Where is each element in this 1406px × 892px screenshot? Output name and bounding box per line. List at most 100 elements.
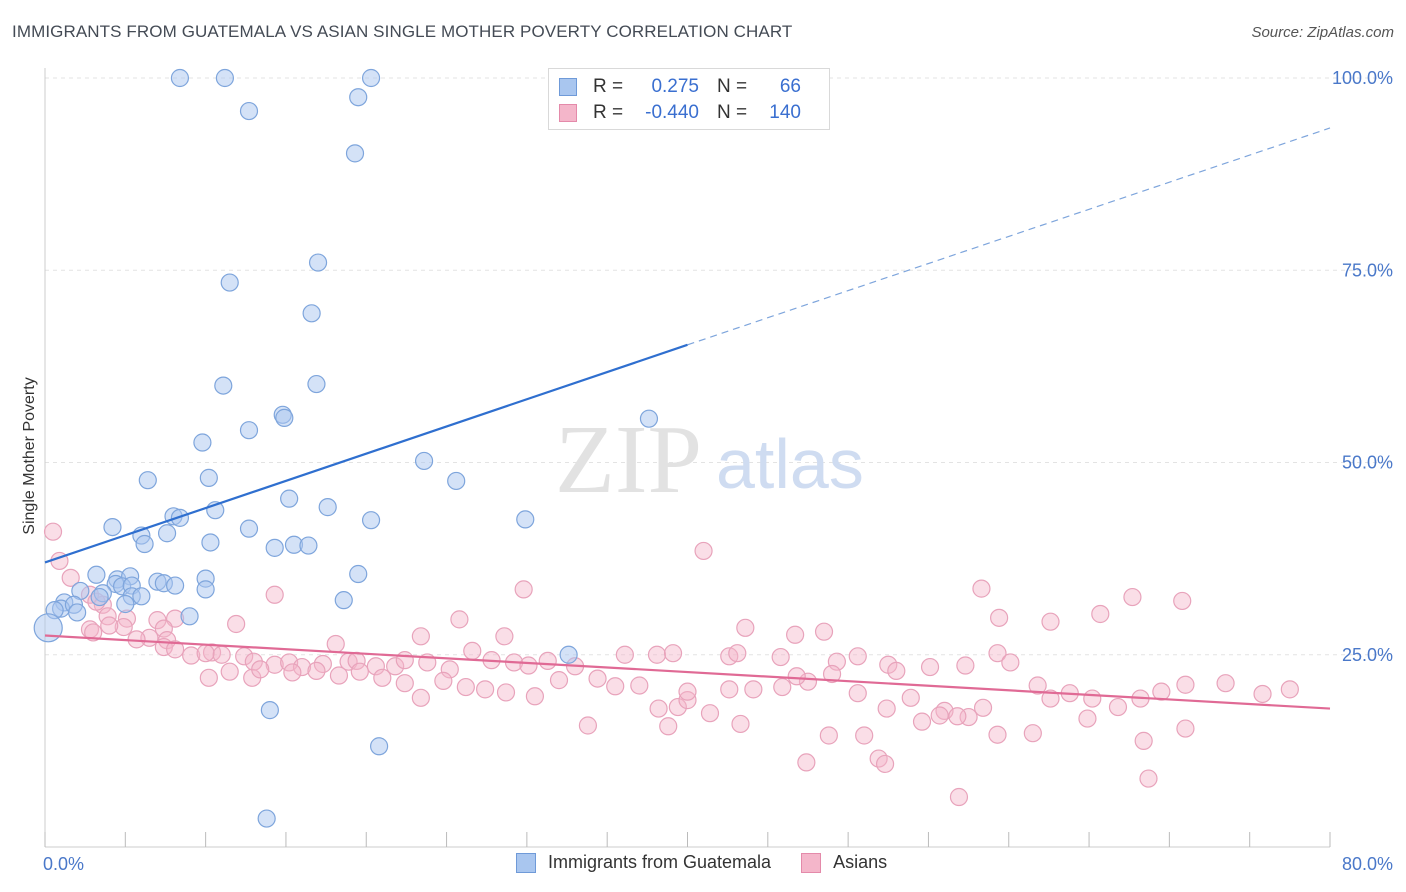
bottom-swatch-blue [516, 852, 536, 873]
asians-trend-line [44, 634, 1331, 710]
guatemala-point [257, 809, 276, 828]
asians-point [366, 657, 385, 676]
asians-point [1152, 682, 1171, 701]
asians-point [1176, 719, 1195, 738]
asians-point [1139, 769, 1158, 788]
asians-point [386, 657, 405, 676]
asians-point [949, 787, 969, 807]
asians-point [668, 697, 687, 717]
asians-point [1280, 680, 1299, 699]
bottom-legend: Immigrants from Guatemala Asians [516, 852, 917, 873]
asians-point [822, 664, 842, 684]
watermark-zip: ZIP [555, 406, 702, 514]
guatemala-point [239, 519, 259, 538]
legend-r-label: R = [593, 102, 624, 123]
asians-point [731, 714, 750, 734]
legend-r-value: -0.440 [645, 102, 699, 123]
asians-point [411, 688, 430, 707]
asians-point [434, 671, 453, 690]
asians-point [61, 568, 80, 587]
legend-n-value: 140 [769, 102, 801, 123]
bottom-legend-asians: Asians [801, 852, 887, 873]
source-label: Source: ZipAtlas.com [1251, 24, 1394, 41]
asians-point [292, 657, 312, 677]
asians-point [819, 726, 838, 745]
asians-point [787, 667, 806, 686]
guatemala-point [199, 468, 218, 487]
asians-point [84, 623, 103, 642]
asians-point [450, 610, 469, 629]
bottom-legend-label: Immigrants from Guatemala [548, 852, 772, 872]
guatemala-trend-line [44, 343, 688, 564]
asians-point [920, 657, 940, 677]
legend-swatch-blue [559, 78, 577, 96]
asians-point [720, 680, 739, 699]
asians-point [786, 625, 805, 644]
y-tick-label: 100.0% [1332, 68, 1393, 88]
guatemala-point [90, 587, 109, 607]
asians-point [373, 668, 392, 687]
guatemala-point [559, 645, 578, 664]
asians-point [1123, 587, 1142, 607]
guatemala-point [135, 534, 154, 554]
asians-point [212, 645, 231, 664]
asians-point [313, 654, 332, 674]
asians-point [1091, 604, 1110, 624]
asians-point [798, 672, 818, 691]
guatemala-point [361, 68, 381, 88]
asians-point [283, 663, 302, 682]
asians-point [630, 676, 649, 695]
asians-point [773, 677, 792, 697]
guatemala-point [166, 576, 185, 595]
tick-labels: 25.0% 50.0% 75.0% 100.0% 0.0% 80.0% [43, 68, 1393, 874]
asians-point [220, 662, 239, 681]
asians-point [744, 680, 763, 699]
y-tick-label: 75.0% [1342, 260, 1393, 280]
asians-point [495, 627, 514, 646]
asians-point [771, 647, 790, 667]
legend-row-guatemala: R = 0.275 N = 66 [559, 74, 801, 100]
guatemala-point [116, 594, 135, 614]
asians-point [855, 726, 874, 745]
asians-point [329, 666, 349, 685]
asians-point [1041, 612, 1060, 631]
legend-n-label: N = [717, 102, 748, 123]
guatemala-point [103, 517, 122, 537]
guatemala-point [180, 607, 199, 626]
legend-swatch-pink [559, 104, 577, 122]
guatemala-point [157, 524, 177, 543]
bottom-legend-label: Asians [833, 852, 888, 872]
asians-point [199, 668, 218, 687]
asians-point [973, 698, 993, 717]
bottom-swatch-pink [801, 852, 822, 873]
asians-point [1023, 724, 1042, 743]
legend-r-value: 0.275 [651, 76, 699, 97]
asians-point [114, 617, 133, 637]
asians-point [538, 651, 557, 671]
asians-point [307, 661, 326, 680]
asians-point [463, 641, 482, 661]
asians-point [678, 682, 697, 701]
guatemala-point [302, 304, 321, 323]
asians-point [649, 699, 668, 718]
trend-lines [44, 127, 1331, 710]
guatemala-point [334, 591, 353, 610]
bottom-legend-guatemala: Immigrants from Guatemala [516, 852, 771, 873]
asians-point [1041, 689, 1060, 708]
guatemala-point [239, 101, 259, 121]
asians-point [912, 712, 932, 731]
asians-point [1078, 709, 1097, 728]
asians-point [514, 580, 533, 599]
asians-point [663, 644, 683, 663]
guatemala-point [87, 565, 106, 584]
watermark-atlas: atlas [716, 425, 864, 503]
asians-point [395, 651, 414, 670]
asians-point [700, 704, 720, 723]
asians-point [948, 707, 967, 726]
asians-point [549, 671, 569, 690]
asians-point [814, 622, 834, 641]
asians-point [519, 656, 538, 675]
guatemala-point [639, 409, 659, 428]
asians-point [990, 608, 1009, 627]
asians-point [265, 585, 284, 604]
